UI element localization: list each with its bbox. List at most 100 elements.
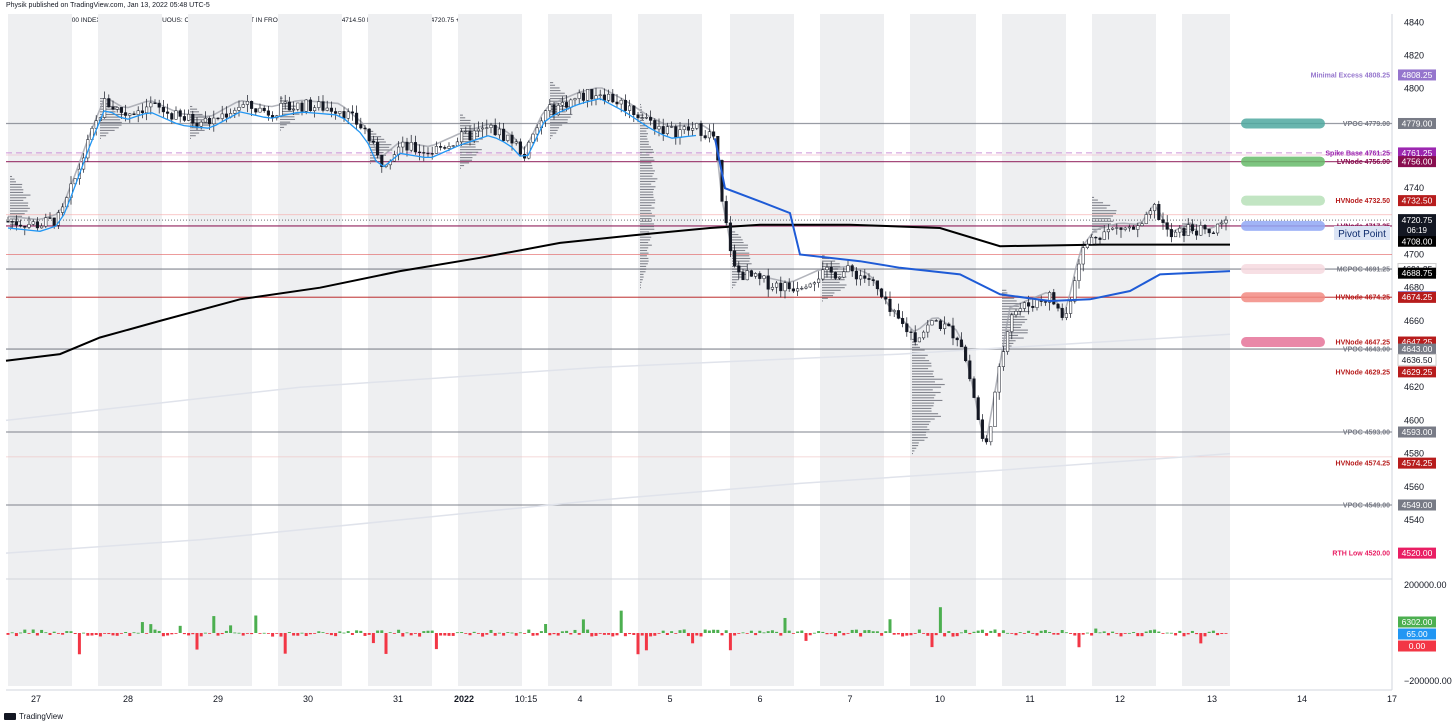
volume-bar <box>888 619 892 633</box>
profile-bar <box>1092 226 1104 228</box>
volume-bar <box>565 630 569 633</box>
candle-body <box>821 269 825 280</box>
candle-body <box>208 118 212 125</box>
volume-bar <box>1203 633 1207 637</box>
candle-body <box>1090 236 1094 245</box>
candle-body <box>191 113 195 124</box>
volume-bar <box>972 631 976 633</box>
candle-body <box>472 130 476 141</box>
volume-bar <box>468 633 472 636</box>
candle-body <box>460 131 464 143</box>
profile-bar <box>640 133 648 135</box>
price-tags: 4808.254779.004761.254756.004732.504717.… <box>1397 69 1437 652</box>
x-tick-label: 29 <box>213 694 223 704</box>
volume-bar <box>422 631 426 633</box>
level-labels: Minimal Excess 4808.25 VPOC 4779.00 Spike … <box>1311 72 1390 557</box>
candle-body <box>1014 311 1018 316</box>
session-band <box>458 14 522 686</box>
candle-body <box>439 146 443 148</box>
candle-body <box>775 282 779 288</box>
volume-bar <box>182 633 186 635</box>
tradingview-brand[interactable]: TradingView <box>4 712 63 721</box>
profile-bar <box>912 452 913 455</box>
candle-body <box>842 271 846 278</box>
candle-body <box>1098 237 1102 240</box>
candle-body <box>334 111 338 114</box>
volume-bar <box>1123 633 1127 634</box>
profile-bar <box>460 119 471 121</box>
volume-bar <box>1186 633 1190 635</box>
candle-body <box>241 104 245 108</box>
volume-bar <box>203 632 207 634</box>
candle-body <box>103 98 107 118</box>
brand-label: TradingView <box>19 712 64 721</box>
candle-body <box>985 438 989 443</box>
profile-bar <box>1092 196 1095 198</box>
candle-body <box>800 287 804 290</box>
pivot-label-bg <box>1334 225 1390 240</box>
profile-bar <box>732 249 746 252</box>
candle-body <box>1174 231 1178 238</box>
volume-bar <box>447 633 451 636</box>
profile-bar <box>640 273 644 275</box>
volume-bar <box>460 632 464 633</box>
profile-bar <box>640 204 652 206</box>
session-band <box>1092 14 1156 686</box>
profile-bar <box>190 116 209 118</box>
profile-bar <box>732 241 744 244</box>
candle-body <box>657 126 661 130</box>
candle-body <box>951 325 955 339</box>
candle-body <box>518 141 522 155</box>
profile-bar <box>640 138 648 140</box>
volume-bar <box>430 630 434 633</box>
volume-bar <box>720 633 724 636</box>
volume-bar <box>1006 632 1010 634</box>
profile-bar <box>912 362 932 364</box>
profile-bar <box>640 175 653 177</box>
x-tick-label: 27 <box>31 694 41 704</box>
candle-body <box>203 118 207 123</box>
y-tick-label: 4560 <box>1404 482 1424 492</box>
candle-body <box>636 114 640 119</box>
candle-body <box>913 332 917 343</box>
profile-bar <box>822 260 836 262</box>
candle-body <box>254 108 258 113</box>
candle-body <box>968 360 972 380</box>
volume-bar <box>938 607 942 633</box>
volume-bar <box>611 633 615 637</box>
volume-bar <box>296 633 300 636</box>
profile-bar <box>460 165 465 167</box>
profile-bar <box>640 143 649 145</box>
volume-bar <box>161 633 165 637</box>
candle-body <box>212 117 216 125</box>
profile-bar <box>912 349 925 351</box>
profile-bar <box>550 121 568 123</box>
volume-bar <box>350 633 354 635</box>
volume-bar <box>224 630 228 633</box>
profile-bar <box>640 103 641 106</box>
volume-bar <box>178 625 182 633</box>
profile-bar <box>370 146 390 148</box>
volume-bar <box>56 633 60 634</box>
volume-bar <box>363 633 367 636</box>
profile-bar <box>732 252 750 254</box>
candle-body <box>577 92 581 99</box>
volume-bar <box>443 633 447 636</box>
candle-body <box>682 126 686 130</box>
price-tag: 4520.00 <box>1398 547 1436 559</box>
profile-bar <box>640 162 652 164</box>
price-tag: 4779.00 <box>1398 117 1436 129</box>
profile-bar <box>822 257 830 260</box>
volume-bar <box>859 633 863 637</box>
volume-bar <box>132 632 136 634</box>
candle-body <box>485 127 489 129</box>
volume-bar <box>817 631 821 633</box>
profile-bar <box>100 132 109 134</box>
volume-bar <box>1001 630 1005 633</box>
profile-bar <box>280 121 291 123</box>
candle-body <box>10 221 14 223</box>
profile-bar <box>912 399 943 402</box>
volume-bar <box>493 633 497 636</box>
candle-body <box>649 117 653 121</box>
